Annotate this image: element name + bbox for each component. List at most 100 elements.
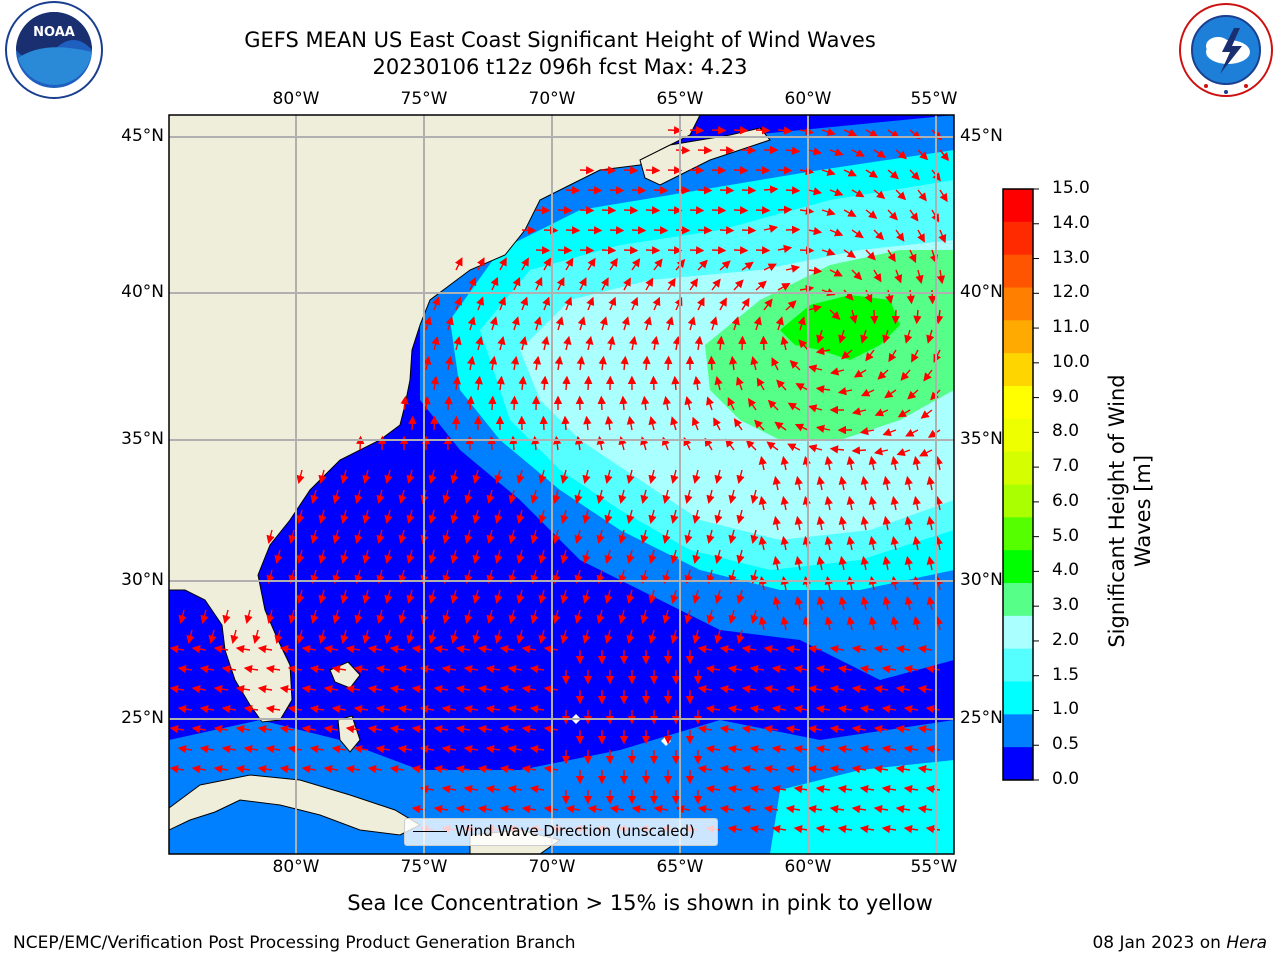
colorbar-swatch — [1003, 254, 1033, 288]
wave-direction-arrow — [557, 246, 573, 255]
wave-direction-arrow — [843, 168, 857, 177]
map-legend: Wind Wave Direction (unscaled) — [404, 818, 718, 846]
wave-direction-arrow — [516, 629, 525, 644]
wave-direction-arrow — [222, 609, 231, 624]
wave-direction-arrow — [389, 644, 405, 654]
wave-direction-arrow — [565, 226, 581, 235]
colorbar-tick-label: 5.0 — [1052, 525, 1080, 546]
wave-direction-arrow — [882, 428, 897, 437]
wave-direction-arrow — [406, 549, 415, 564]
wave-direction-arrow — [815, 385, 831, 394]
wave-direction-arrow — [441, 784, 457, 794]
colorbar-tick-label: 2.0 — [1052, 629, 1080, 650]
wave-direction-arrow — [331, 664, 347, 674]
wave-direction-arrow — [692, 469, 701, 484]
lat-label-right: 30°N — [960, 570, 1003, 590]
wave-direction-arrow — [442, 609, 451, 624]
wave-direction-arrow — [235, 684, 251, 694]
wave-direction-arrow — [816, 555, 825, 571]
wave-direction-arrow — [884, 389, 897, 399]
wave-direction-arrow — [653, 186, 669, 195]
wave-direction-arrow — [868, 455, 877, 471]
wave-direction-arrow — [521, 804, 537, 814]
wave-direction-arrow — [729, 355, 738, 371]
wave-direction-arrow — [714, 469, 723, 484]
wave-direction-arrow — [476, 296, 485, 311]
wave-direction-arrow — [714, 376, 723, 391]
wave-direction-arrow — [583, 415, 592, 431]
wave-direction-arrow — [620, 355, 629, 371]
wave-direction-arrow — [860, 388, 875, 397]
wave-direction-arrow — [398, 609, 407, 624]
wave-direction-arrow — [494, 629, 503, 644]
wave-direction-arrow — [494, 549, 503, 564]
wave-direction-arrow — [808, 404, 823, 413]
wave-direction-arrow — [354, 609, 363, 624]
wave-direction-arrow — [785, 300, 797, 311]
wave-direction-arrow — [265, 664, 281, 674]
wave-direction-arrow — [472, 469, 481, 484]
wave-direction-arrow — [691, 416, 700, 431]
wave-direction-arrow — [318, 589, 327, 604]
wave-direction-arrow — [221, 664, 237, 674]
wave-direction-arrow — [623, 166, 639, 175]
wave-direction-arrow — [684, 489, 693, 504]
wave-direction-arrow — [645, 206, 661, 215]
wave-direction-arrow — [807, 266, 823, 275]
wave-direction-arrow — [934, 575, 943, 591]
wave-direction-arrow — [794, 423, 809, 432]
wave-direction-arrow — [904, 329, 913, 344]
wave-direction-arrow — [279, 684, 295, 694]
wave-direction-arrow — [587, 804, 603, 814]
lat-label-left: 25°N — [121, 708, 164, 728]
wave-direction-arrow — [191, 724, 207, 734]
colorbar-swatch — [1003, 320, 1033, 354]
wave-direction-arrow — [445, 355, 454, 371]
wave-direction-arrow — [521, 226, 537, 235]
wave-direction-arrow — [560, 549, 569, 564]
wave-direction-arrow — [561, 415, 570, 431]
wave-direction-arrow — [926, 555, 935, 571]
wave-direction-arrow — [257, 684, 273, 694]
wave-direction-arrow — [755, 166, 771, 175]
wave-direction-arrow — [780, 535, 789, 551]
wave-direction-arrow — [741, 804, 757, 814]
wave-direction-arrow — [565, 804, 581, 814]
wave-direction-arrow — [860, 595, 869, 611]
wave-direction-arrow — [442, 529, 451, 544]
wave-direction-arrow — [705, 784, 721, 794]
wave-direction-arrow — [772, 595, 781, 611]
footer-date: 08 Jan 2023 on Hera — [1092, 933, 1267, 953]
wave-direction-arrow — [776, 379, 787, 391]
wave-direction-arrow — [709, 316, 718, 331]
wave-direction-arrow — [859, 664, 875, 674]
wave-direction-arrow — [816, 329, 825, 344]
wave-direction-arrow — [860, 475, 869, 491]
wave-direction-arrow — [689, 126, 705, 135]
wave-direction-arrow — [266, 529, 275, 544]
wave-direction-arrow — [397, 704, 413, 714]
wave-direction-arrow — [574, 529, 583, 544]
wave-direction-arrow — [464, 529, 473, 544]
wave-direction-arrow — [807, 226, 823, 236]
wave-direction-arrow — [711, 278, 721, 291]
wave-direction-arrow — [670, 469, 679, 484]
wave-direction-arrow — [596, 529, 605, 544]
wave-direction-arrow — [235, 644, 251, 654]
wave-direction-arrow — [925, 784, 941, 794]
wave-direction-arrow — [400, 395, 409, 411]
wave-direction-arrow — [488, 355, 498, 371]
wave-direction-arrow — [873, 684, 889, 694]
wave-direction-arrow — [200, 609, 209, 624]
wave-direction-arrow — [619, 395, 628, 411]
colorbar-tick-label: 6.0 — [1052, 490, 1080, 511]
wave-direction-arrow — [279, 764, 295, 774]
wave-direction-arrow — [191, 684, 207, 694]
wave-direction-arrow — [397, 744, 413, 754]
wave-direction-arrow — [692, 375, 702, 391]
wave-direction-arrow — [243, 704, 259, 714]
wave-direction-arrow — [618, 489, 627, 504]
wave-direction-arrow — [579, 206, 595, 215]
wave-direction-arrow — [727, 784, 743, 794]
wave-direction-arrow — [450, 509, 459, 524]
